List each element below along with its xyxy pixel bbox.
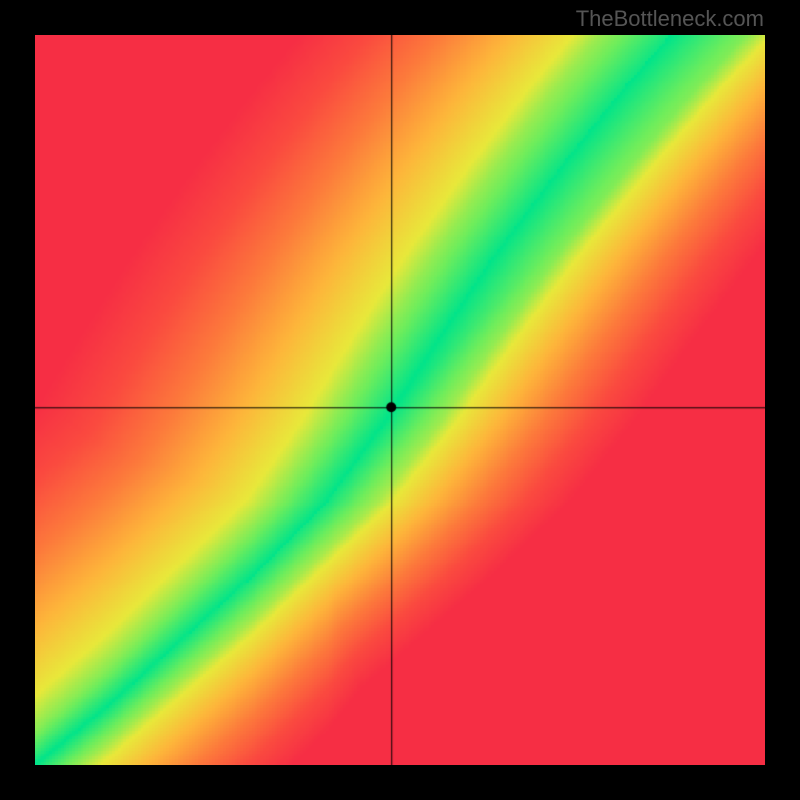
watermark-text: TheBottleneck.com (576, 6, 764, 32)
chart-container: TheBottleneck.com (0, 0, 800, 800)
bottleneck-heatmap (35, 35, 765, 765)
